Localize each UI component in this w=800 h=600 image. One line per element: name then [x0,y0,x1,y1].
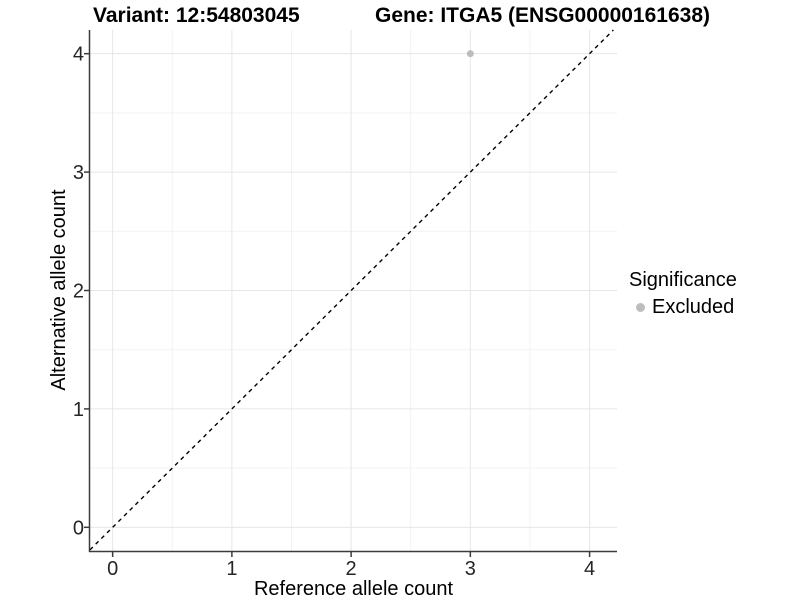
data-point [466,50,474,58]
excluded-point-icon [636,302,645,312]
legend: Significance Excluded [629,268,737,319]
variant-title: Variant: 12:54803045 [93,4,300,27]
y-tick-label: 4 [73,44,84,66]
x-tick-label: 4 [584,558,595,580]
y-tick-label: 1 [73,399,84,421]
x-tick-label: 0 [107,558,118,580]
y-tick-label: 0 [73,517,84,539]
x-tick-label: 3 [465,558,476,580]
x-tick-label: 2 [346,558,357,580]
legend-title: Significance [629,269,737,291]
y-tick-label: 2 [73,281,84,303]
gene-title: Gene: ITGA5 (ENSG00000161638) [375,4,710,27]
y-axis-title: Alternative allele count [48,189,70,391]
legend-entry-excluded: Excluded [629,295,737,319]
legend-entry-label: Excluded [652,296,735,318]
x-axis-title: Reference allele count [253,578,453,600]
y-tick-label: 3 [73,162,84,184]
x-tick-label: 1 [226,558,237,580]
diagonal-reference-line [89,29,614,551]
